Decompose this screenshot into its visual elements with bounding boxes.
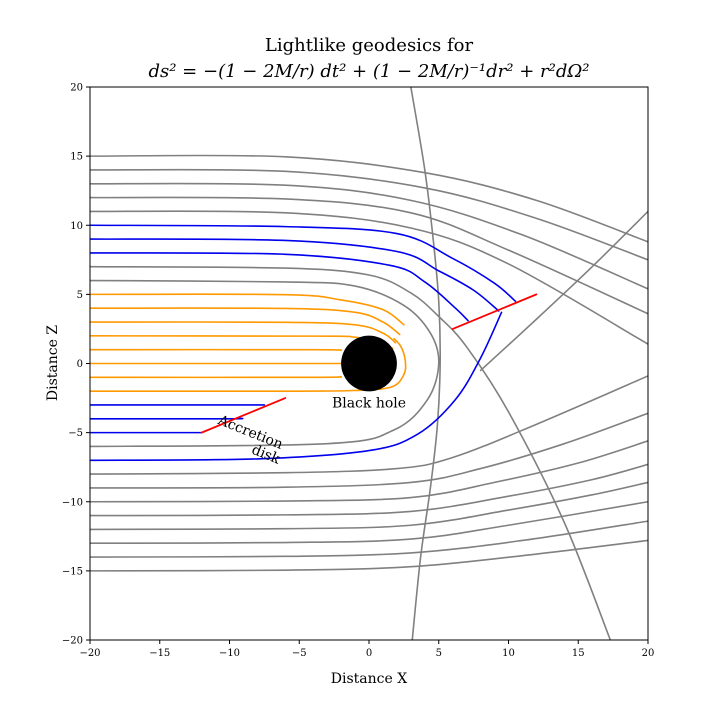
geodesic-line-14 xyxy=(90,348,343,352)
geodesic-line-11 xyxy=(90,307,401,336)
x-tick-label: 20 xyxy=(642,648,655,659)
red-segment-32 xyxy=(451,293,538,330)
geodesic-line-27 xyxy=(90,500,648,545)
y-axis-ticks: −20 −15 −10 −5 0 5 10 15 20 xyxy=(62,83,90,647)
y-tick-label: 10 xyxy=(70,221,83,232)
title-formula: ds² = −(1 − 2M/r) dt² + (1 − 2M/r)⁻¹dr² … xyxy=(148,61,589,82)
geodesic-line-23 xyxy=(90,412,648,489)
geodesic-line-1 xyxy=(90,168,648,261)
geodesic-line-10 xyxy=(90,293,405,326)
y-tick-label: −5 xyxy=(68,428,83,439)
y-tick-label: −20 xyxy=(62,636,83,647)
x-tick-label: −5 xyxy=(292,648,307,659)
x-tick-label: 10 xyxy=(502,648,515,659)
red-segment-33 xyxy=(200,397,287,434)
black-hole xyxy=(341,335,397,392)
x-tick-label: 15 xyxy=(572,648,585,659)
y-axis-label: Distance Z xyxy=(45,325,61,401)
geodesic-line-4 xyxy=(90,210,648,345)
geodesic-line-16 xyxy=(90,375,343,379)
geodesic-line-24 xyxy=(90,440,648,503)
y-tick-label: −15 xyxy=(62,566,83,577)
geodesic-line-26 xyxy=(90,481,648,531)
geodesic-line-30 xyxy=(410,87,442,640)
x-tick-label: 0 xyxy=(366,648,372,659)
y-tick-label: 5 xyxy=(77,290,83,301)
y-tick-label: −10 xyxy=(62,497,83,508)
geodesic-line-17 xyxy=(90,337,407,393)
geodesic-line-3 xyxy=(90,196,648,315)
x-tick-label: 5 xyxy=(436,648,442,659)
geodesic-line-21 xyxy=(90,311,503,462)
geodesic-line-28 xyxy=(90,520,648,558)
geodesic-line-2 xyxy=(90,182,648,290)
x-tick-label: −20 xyxy=(79,648,100,659)
y-tick-label: 15 xyxy=(70,152,83,163)
geodesic-line-25 xyxy=(90,463,648,517)
geodesic-line-6 xyxy=(90,238,500,312)
geodesic-line-29 xyxy=(90,539,648,572)
series-layer xyxy=(90,87,648,640)
title-line-1: Lightlike geodesics for xyxy=(265,35,474,56)
chart-title: Lightlike geodesics for ds² = −(1 − 2M/r… xyxy=(148,35,589,82)
annotation-black-hole: Black hole xyxy=(332,396,406,412)
x-tick-label: −10 xyxy=(219,648,240,659)
geodesic-line-5 xyxy=(90,224,517,303)
geodesic-line-31 xyxy=(479,210,648,372)
x-tick-label: −15 xyxy=(149,648,170,659)
annotation-accretion: Accretion xyxy=(215,412,285,453)
y-tick-label: 20 xyxy=(70,83,83,94)
geodesic-line-22 xyxy=(90,375,648,475)
geodesic-line-7 xyxy=(90,252,469,322)
x-axis-ticks: −20 −15 −10 −5 0 5 10 15 20 xyxy=(79,640,654,659)
geodesic-line-19 xyxy=(90,417,244,420)
geodesic-line-0 xyxy=(90,154,648,243)
geodesic-line-9 xyxy=(90,279,440,448)
geodesic-line-12 xyxy=(90,321,397,344)
x-axis-label: Distance X xyxy=(331,671,407,687)
y-tick-label: 0 xyxy=(77,359,83,370)
